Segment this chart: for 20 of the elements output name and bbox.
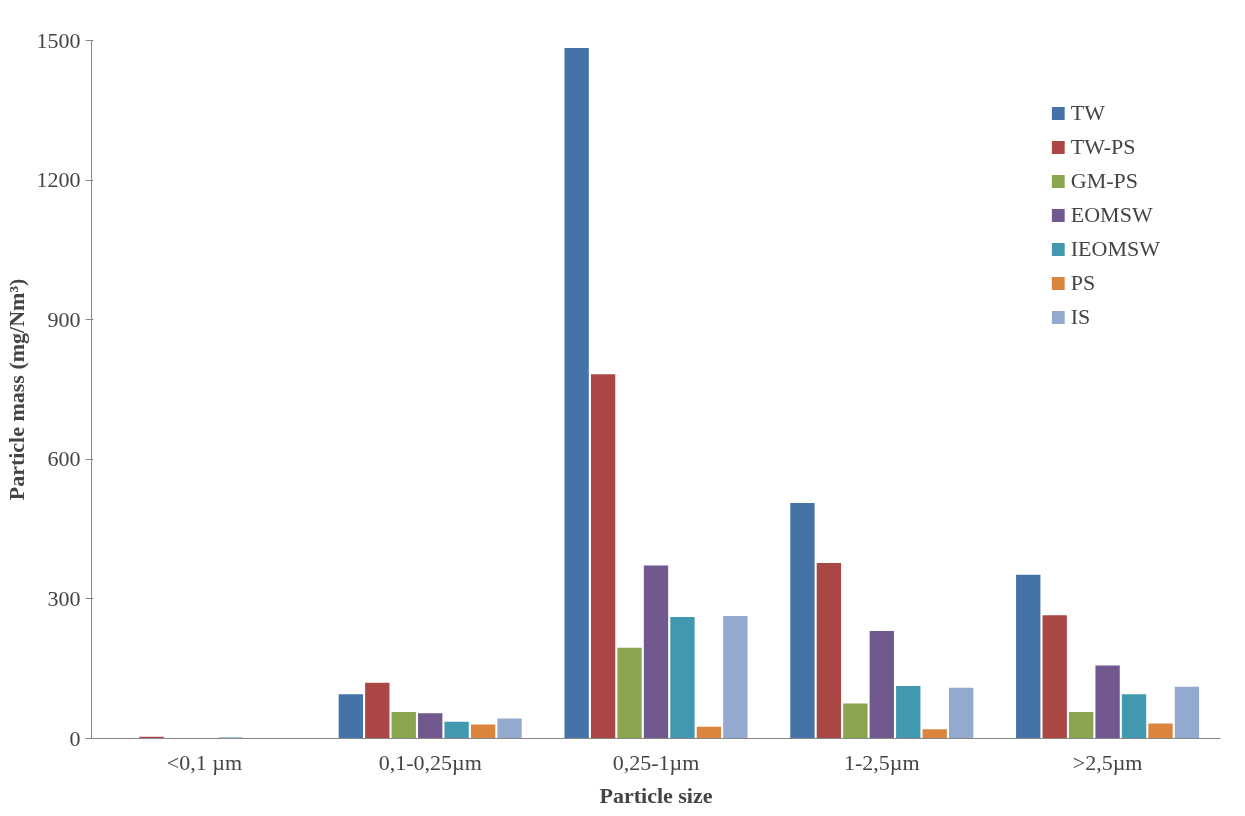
y-tick-label: 1500 [36,27,81,53]
x-tick-label: <0,1 µm [166,749,243,775]
y-tick-label: 300 [47,585,81,611]
y-tick-label: 1200 [36,167,81,193]
y-tick-label: 0 [69,725,81,751]
x-tick-label: 0,1-0,25µm [378,749,482,775]
x-axis-title: Particle size [599,782,713,808]
y-tick-label: 600 [47,446,81,472]
x-tick-label: >2,5µm [1072,749,1143,775]
legend-label: TW [1070,100,1105,126]
y-tick-label: 900 [47,306,81,332]
legend-label: PS [1070,270,1096,296]
y-axis-title: Particle mass (mg/Nm³) [3,278,29,501]
legend-label: EOMSW [1070,202,1153,228]
legend-label: IEOMSW [1070,236,1160,262]
x-tick-label: 0,25-1µm [612,749,700,775]
legend-label: GM-PS [1070,168,1139,194]
x-tick-label: 1-2,5µm [843,749,920,775]
legend-label: TW-PS [1070,134,1136,160]
legend-label: IS [1070,304,1091,330]
